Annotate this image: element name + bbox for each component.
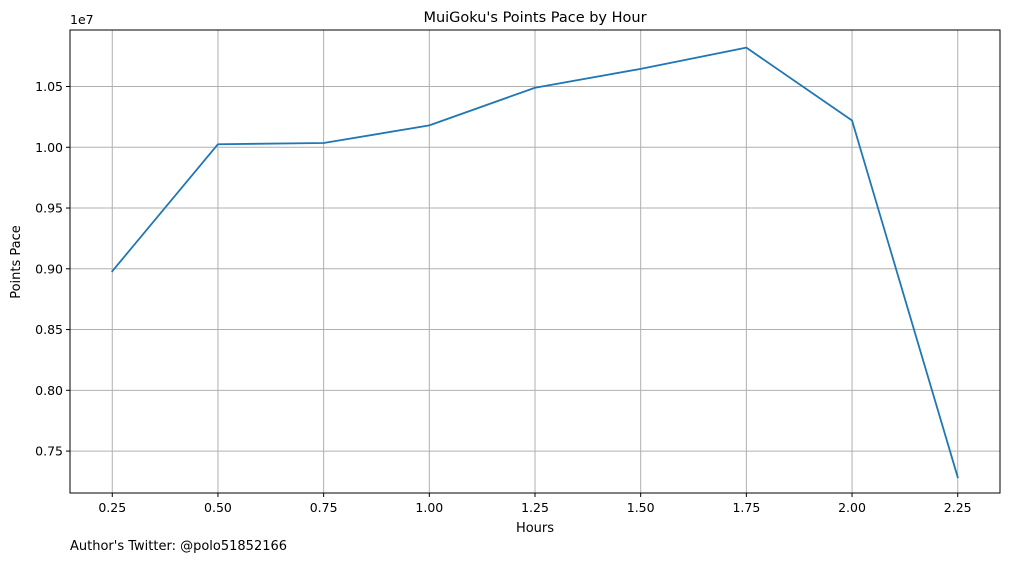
x-axis-label: Hours	[516, 521, 554, 536]
author-twitter-credit: Author's Twitter: @polo51852166	[70, 539, 287, 554]
y-tick-label: 0.80	[35, 383, 63, 398]
x-tick-label: 1.75	[732, 500, 760, 515]
y-axis-label: Points Pace	[9, 225, 24, 299]
axis-ticks: 0.25 0.50 0.75 1.00 1.25 1.50 1.75 2.00 2.25 0.75…	[35, 79, 971, 515]
x-tick-label: 1.25	[521, 500, 549, 515]
y-tick-label: 0.90	[35, 261, 63, 276]
y-tick-label: 1.00	[35, 140, 63, 155]
x-tick-label: 2.25	[944, 500, 972, 515]
grid-lines	[70, 30, 1000, 493]
chart-title: MuiGoku's Points Pace by Hour	[423, 10, 646, 26]
x-tick-label: 1.00	[415, 500, 443, 515]
x-tick-label: 1.50	[627, 500, 655, 515]
y-tick-label: 0.75	[35, 444, 63, 459]
x-tick-label: 0.50	[204, 500, 232, 515]
x-tick-label: 2.00	[838, 500, 866, 515]
x-tick-label: 0.75	[310, 500, 338, 515]
y-tick-label: 0.85	[35, 322, 63, 337]
y-tick-label: 0.95	[35, 201, 63, 216]
y-axis-offset-label: 1e7	[70, 12, 94, 27]
x-tick-label: 0.25	[98, 500, 126, 515]
y-tick-label: 1.05	[35, 79, 63, 94]
